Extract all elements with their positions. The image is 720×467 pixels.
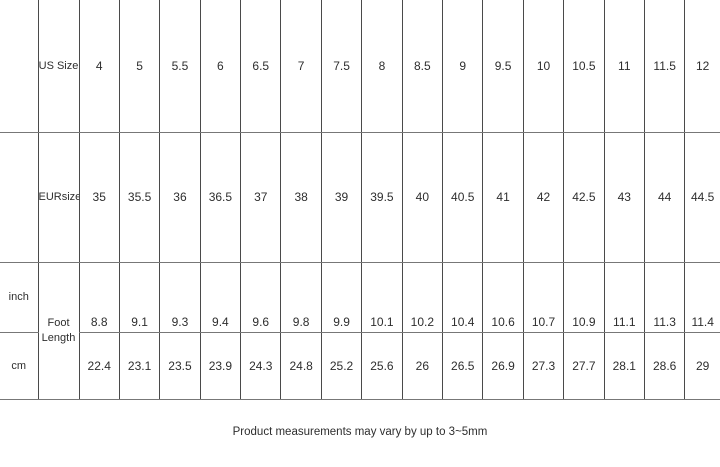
table-cell: 10.9 bbox=[563, 262, 605, 333]
table-cell: 22.4 bbox=[78, 332, 120, 400]
row-label-us-size: US Size bbox=[37, 0, 79, 133]
table-cell: 4 bbox=[78, 0, 120, 133]
size-chart-table: US Size 4 5 5.5 6 6.5 7 7.5 8 8.5 9 9.5 … bbox=[0, 0, 720, 400]
table-cell: 11.1 bbox=[603, 262, 645, 333]
table-cell: 28.1 bbox=[603, 332, 645, 400]
table-cell: 5 bbox=[118, 0, 160, 133]
table-row-us-size: US Size 4 5 5.5 6 6.5 7 7.5 8 8.5 9 9.5 … bbox=[0, 0, 720, 133]
table-cell: 41 bbox=[482, 132, 524, 263]
table-cell: 9.3 bbox=[159, 262, 201, 333]
table-cell: 11.4 bbox=[684, 262, 720, 333]
table-cell: 40 bbox=[401, 132, 443, 263]
table-cell: 9.6 bbox=[240, 262, 281, 333]
table-cell: 10.2 bbox=[401, 262, 443, 333]
table-cell: 35 bbox=[78, 132, 120, 263]
table-cell: 9.8 bbox=[280, 262, 322, 333]
table-cell: 10.6 bbox=[482, 262, 524, 333]
table-cell: 6 bbox=[199, 0, 241, 133]
table-cell: 10.1 bbox=[361, 262, 403, 333]
row-label-foot-length: Foot Length bbox=[37, 262, 79, 400]
table-cell: 28.6 bbox=[643, 332, 685, 400]
table-cell: 42 bbox=[522, 132, 564, 263]
table-cell: 23.1 bbox=[118, 332, 160, 400]
table-row-inch: inch Foot Length 8.8 9.1 9.3 9.4 9.6 9.8… bbox=[0, 262, 720, 400]
table-cell: 9 bbox=[442, 0, 483, 133]
table-cell: 39 bbox=[320, 132, 362, 263]
table-cell: 11 bbox=[603, 0, 645, 133]
row-label-eur-size: EURsize bbox=[37, 132, 79, 263]
table-cell: 10.4 bbox=[442, 262, 483, 333]
table-cell: 44 bbox=[643, 132, 685, 263]
table-cell: 27.7 bbox=[563, 332, 605, 400]
table-cell: 10.7 bbox=[522, 262, 564, 333]
table-cell: 26.5 bbox=[442, 332, 483, 400]
table-cell: 9.1 bbox=[118, 262, 160, 333]
table-cell: 24.8 bbox=[280, 332, 322, 400]
row-label-cm: cm bbox=[0, 332, 38, 400]
table-cell: 36.5 bbox=[199, 132, 241, 263]
table-cell: 8.5 bbox=[401, 0, 443, 133]
corner-cell-empty bbox=[0, 132, 38, 263]
table-cell: 9.9 bbox=[320, 262, 362, 333]
table-cell: 9.4 bbox=[199, 262, 241, 333]
table-cell: 23.9 bbox=[199, 332, 241, 400]
table-cell: 38 bbox=[280, 132, 322, 263]
table-cell: 29 bbox=[684, 332, 720, 400]
table-cell: 26 bbox=[401, 332, 443, 400]
table-cell: 8.8 bbox=[78, 262, 120, 333]
table-cell: 39.5 bbox=[361, 132, 403, 263]
table-cell: 36 bbox=[159, 132, 201, 263]
table-cell: 5.5 bbox=[159, 0, 201, 133]
table-cell: 7.5 bbox=[320, 0, 362, 133]
table-cell: 10 bbox=[522, 0, 564, 133]
table-cell: 10.5 bbox=[563, 0, 605, 133]
table-cell: 9.5 bbox=[482, 0, 524, 133]
table-cell: 24.3 bbox=[240, 332, 281, 400]
table-cell: 26.9 bbox=[482, 332, 524, 400]
table-cell: 23.5 bbox=[159, 332, 201, 400]
table-cell: 11.5 bbox=[643, 0, 685, 133]
table-cell: 35.5 bbox=[118, 132, 160, 263]
table-cell: 25.2 bbox=[320, 332, 362, 400]
table-cell: 40.5 bbox=[442, 132, 483, 263]
table-cell: 8 bbox=[361, 0, 403, 133]
table-cell: 7 bbox=[280, 0, 322, 133]
table-cell: 42.5 bbox=[563, 132, 605, 263]
row-label-inch: inch bbox=[0, 262, 38, 333]
table-cell: 37 bbox=[240, 132, 281, 263]
table-cell: 44.5 bbox=[684, 132, 720, 263]
table-cell: 43 bbox=[603, 132, 645, 263]
table-row-eur-size: EURsize 35 35.5 36 36.5 37 38 39 39.5 40… bbox=[0, 132, 720, 263]
table-cell: 11.3 bbox=[643, 262, 685, 333]
table-row-cm: cm 22.4 23.1 23.5 23.9 24.3 24.8 25.2 25… bbox=[0, 332, 720, 400]
table-cell: 25.6 bbox=[361, 332, 403, 400]
table-cell: 27.3 bbox=[522, 332, 564, 400]
table-cell: 6.5 bbox=[240, 0, 281, 133]
corner-cell-empty bbox=[0, 0, 38, 133]
measurement-disclaimer-text: Product measurements may vary by up to 3… bbox=[232, 425, 488, 438]
table-cell: 12 bbox=[684, 0, 720, 133]
